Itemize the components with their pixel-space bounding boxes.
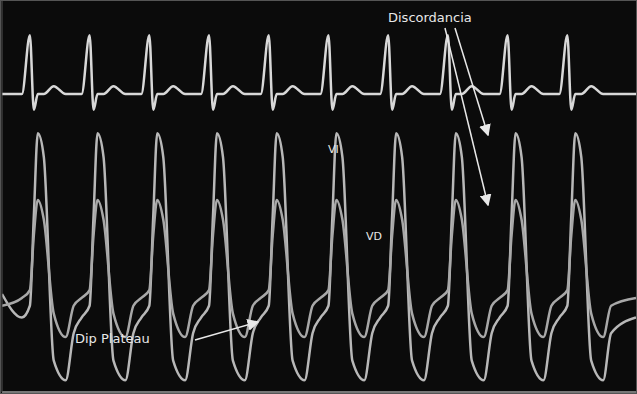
svg-text:VD: VD [366, 230, 382, 243]
svg-text:Discordancia: Discordancia [388, 10, 472, 25]
svg-text:VI: VI [328, 143, 339, 156]
svg-text:Dip Plateau: Dip Plateau [75, 331, 150, 346]
